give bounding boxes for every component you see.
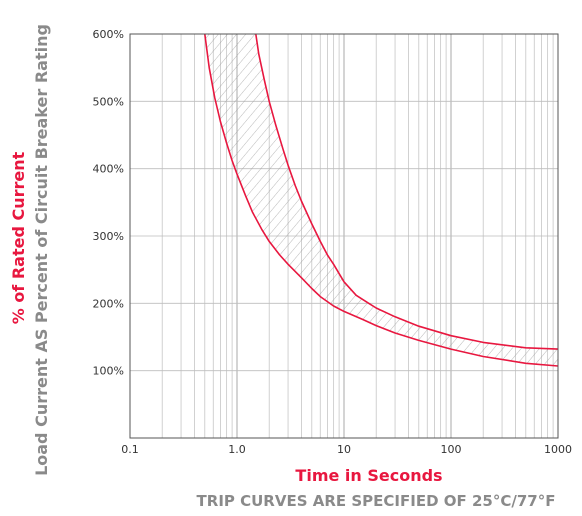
x-tick-label: 100 [441,443,462,456]
y-tick-label: 100% [93,365,124,378]
x-tick-label: 1000 [544,443,572,456]
x-axis-title: Time in Seconds [295,466,442,485]
trip-band-hatch [204,34,558,366]
x-tick-label: 10 [337,443,351,456]
trip-curve-lower [204,34,558,367]
temperature-note: TRIP CURVES ARE SPECIFIED OF 25°C/77°F [197,492,556,510]
y-tick-label: 200% [93,297,124,310]
y-axis-title-primary: % of Rated Current [9,151,28,324]
x-tick-label: 1.0 [228,443,246,456]
y-tick-label: 300% [93,230,124,243]
y-tick-label: 500% [93,95,124,108]
trip-curve-upper [255,34,558,350]
y-tick-label: 600% [93,28,124,41]
y-axis-title-secondary: Load Current AS Percent of Circuit Break… [32,24,51,476]
x-tick-label: 0.1 [121,443,139,456]
y-tick-label: 400% [93,163,124,176]
plot-frame [129,33,559,439]
